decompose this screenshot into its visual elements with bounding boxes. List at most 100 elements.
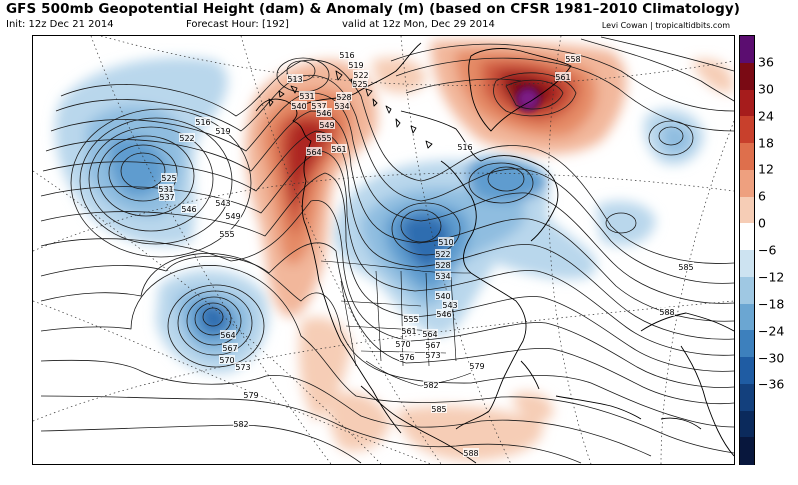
- contour-label: 579: [243, 390, 259, 400]
- contour-label: 537: [311, 101, 327, 111]
- contour-label: 567: [425, 340, 441, 350]
- contour-label: 561: [401, 326, 417, 336]
- svg-text:564: 564: [306, 148, 321, 157]
- colorbar-label: 6: [758, 188, 766, 204]
- contour-label: 549: [319, 120, 335, 130]
- contour-label: 528: [336, 92, 352, 102]
- svg-text:570: 570: [219, 356, 234, 365]
- positive-anomaly-shading: [245, 40, 734, 461]
- contour-label: 510: [438, 237, 454, 247]
- contour-label: 585: [431, 404, 447, 414]
- svg-text:564: 564: [220, 331, 235, 340]
- svg-text:534: 534: [334, 102, 349, 111]
- colorbar-segment: [740, 143, 754, 171]
- contour-label: 525: [352, 79, 368, 89]
- svg-text:588: 588: [463, 449, 478, 458]
- colorbar-label: 0: [758, 215, 766, 231]
- contour-label: 540: [435, 291, 451, 301]
- colorbar-segment: [740, 410, 754, 439]
- svg-text:573: 573: [425, 351, 440, 360]
- colorbar-label: 18: [758, 135, 774, 150]
- colorbar-segment: [740, 89, 754, 118]
- contour-label: 570: [219, 355, 235, 365]
- svg-text:561: 561: [555, 73, 570, 82]
- svg-text:582: 582: [423, 381, 438, 390]
- hudson-low-contours: [391, 162, 534, 256]
- forecast-hour: Forecast Hour: [192]: [186, 19, 289, 30]
- flow-contours: [40, 59, 734, 464]
- svg-text:510: 510: [438, 238, 453, 247]
- svg-text:555: 555: [403, 315, 418, 324]
- colorbar-label: −24: [758, 323, 785, 339]
- svg-text:585: 585: [678, 263, 693, 272]
- colorbar-segment: [740, 116, 754, 144]
- colorbar-label: −30: [758, 350, 785, 365]
- contour-label: 546: [181, 204, 197, 214]
- contour-label: 516: [457, 142, 473, 152]
- contour-label: 543: [215, 198, 231, 208]
- init-time: Init: 12z Dec 21 2014: [6, 19, 114, 30]
- colorbar-label: 36: [758, 54, 774, 70]
- colorbar-segment: [740, 303, 754, 332]
- svg-text:519: 519: [348, 61, 363, 70]
- colorbar-labels: 36 30 24 18 12 6 0 −6 −12 −18 −24 −30 −36: [758, 35, 798, 465]
- svg-text:555: 555: [316, 134, 331, 143]
- colorbar-label: −6: [758, 242, 777, 258]
- height-contours: [40, 36, 734, 464]
- svg-text:522: 522: [353, 71, 368, 80]
- svg-text:558: 558: [565, 55, 580, 64]
- svg-text:516: 516: [339, 51, 354, 60]
- contour-label: 582: [423, 380, 439, 390]
- contour-label: 522: [435, 249, 451, 259]
- svg-text:516: 516: [195, 118, 210, 127]
- svg-text:537: 537: [311, 102, 326, 111]
- colorbar-label: 12: [758, 161, 774, 177]
- contour-label: 522: [179, 133, 195, 143]
- contour-label: 555: [403, 314, 419, 324]
- colorbar-segment: [740, 330, 754, 358]
- contour-label: 588: [463, 448, 479, 458]
- map-panel: 516 519 522 525 513 528 531 540 537 534 549 555 564 5…: [32, 35, 735, 465]
- contour-label: 585: [678, 262, 694, 272]
- svg-text:582: 582: [233, 420, 248, 429]
- svg-text:534: 534: [435, 272, 450, 281]
- contour-label: 534: [334, 101, 350, 111]
- contour-label: 561: [331, 144, 347, 154]
- svg-text:555: 555: [219, 230, 234, 239]
- contour-label: 555: [219, 229, 235, 239]
- contour-label: 522: [353, 70, 369, 80]
- svg-text:519: 519: [215, 127, 230, 136]
- contour-label: 540: [291, 101, 307, 111]
- colorbar-label: −36: [758, 376, 785, 392]
- svg-text:546: 546: [181, 205, 196, 214]
- svg-text:564: 564: [422, 330, 437, 339]
- svg-text:543: 543: [215, 199, 230, 208]
- svg-text:570: 570: [395, 340, 410, 349]
- contour-label: 567: [222, 343, 238, 353]
- svg-text:585: 585: [431, 405, 446, 414]
- svg-text:579: 579: [469, 362, 484, 371]
- colorbar-segment: [740, 223, 754, 251]
- contour-label: 555: [316, 133, 332, 143]
- svg-text:516: 516: [457, 143, 472, 152]
- contour-label: 573: [425, 350, 441, 360]
- svg-text:540: 540: [435, 292, 450, 301]
- contour-label: 546: [436, 309, 452, 319]
- svg-text:567: 567: [222, 344, 237, 353]
- svg-text:531: 531: [299, 92, 314, 101]
- contour-label: 519: [215, 126, 231, 136]
- contour-label: 564: [422, 329, 438, 339]
- contour-label: 546: [316, 108, 332, 118]
- colorbar-segment: [740, 383, 754, 412]
- svg-text:525: 525: [352, 80, 367, 89]
- colorbar-segment: [740, 169, 754, 198]
- svg-text:546: 546: [316, 109, 331, 118]
- svg-text:531: 531: [158, 185, 173, 194]
- svg-text:549: 549: [319, 121, 334, 130]
- contour-label: 561: [555, 72, 571, 82]
- svg-text:573: 573: [235, 363, 250, 372]
- contour-label: 573: [235, 362, 251, 372]
- colorbar-label: 30: [758, 81, 774, 97]
- colorbar-segment: [740, 437, 754, 465]
